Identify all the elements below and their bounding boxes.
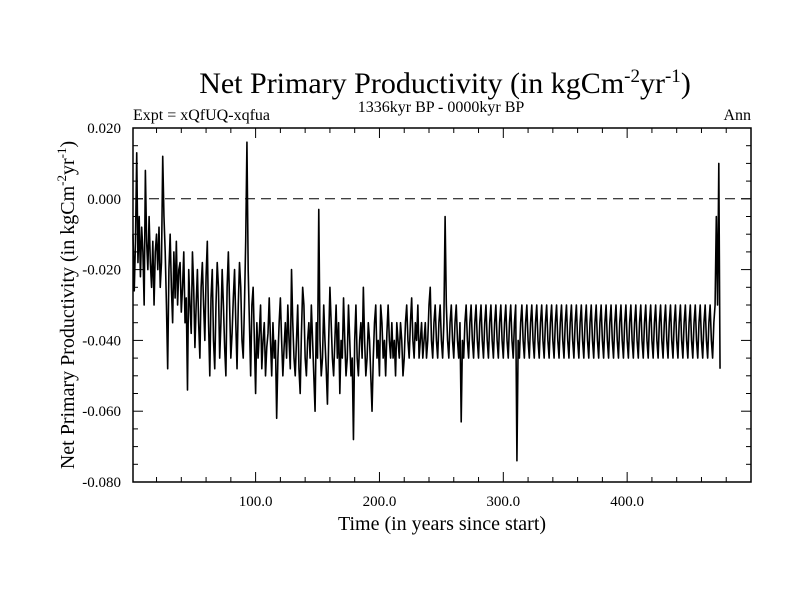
tick-layer: 100.0 200.0 300.0 400.0 0.020 0.000 -0.020 -0.0… xyxy=(82,121,751,510)
series-line-0 xyxy=(132,141,721,462)
x-tick-label: 100.0 xyxy=(239,494,273,510)
y-tick-label: 0.000 xyxy=(87,192,121,208)
data-layer xyxy=(132,141,721,462)
y-tick-label: -0.080 xyxy=(82,475,121,491)
season-label: Ann xyxy=(723,107,751,124)
chart-title: Net Primary Productivity (in kgCm-2yr-1) xyxy=(199,66,691,100)
y-axis-label: Net Primary Productivity (in kgCm-2yr-1) xyxy=(54,141,79,469)
experiment-label: Expt = xQfUQ-xqfua xyxy=(133,107,270,124)
period-label: 1336kyr BP - 0000kyr BP xyxy=(358,99,525,116)
plot-frame xyxy=(132,127,752,483)
y-tick-label: -0.060 xyxy=(82,404,121,420)
x-tick-label: 400.0 xyxy=(610,494,644,510)
x-axis-label: Time (in years since start) xyxy=(338,513,546,535)
x-tick-label: 200.0 xyxy=(363,494,397,510)
y-tick-label: -0.020 xyxy=(82,263,121,279)
y-tick-label: 0.020 xyxy=(87,121,121,137)
y-tick-label: -0.040 xyxy=(82,333,121,349)
x-tick-label: 300.0 xyxy=(486,494,520,510)
